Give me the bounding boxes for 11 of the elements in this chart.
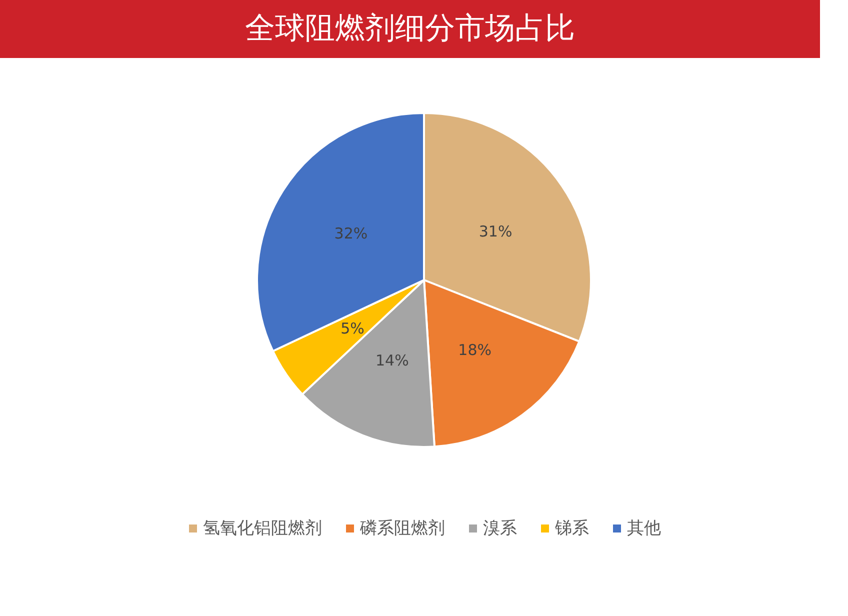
data-label: 32% (334, 224, 368, 243)
data-label: 14% (375, 351, 409, 370)
data-label: 5% (340, 320, 364, 338)
legend-label: 锑系 (554, 518, 589, 538)
legend-label: 其他 (627, 518, 661, 538)
legend-label: 磷系阻燃剂 (359, 518, 445, 538)
legend-label: 溴系 (483, 518, 517, 538)
data-label: 18% (458, 340, 492, 359)
chart-title: 全球阻燃剂细分市场占比 (0, 0, 820, 58)
data-label: 31% (478, 222, 512, 240)
legend-label: 氢氧化铝阻燃剂 (203, 518, 322, 538)
